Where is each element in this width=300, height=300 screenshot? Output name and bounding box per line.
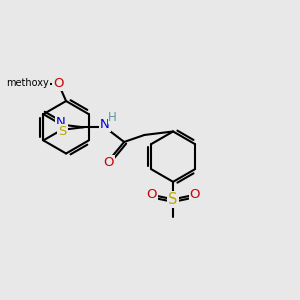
Text: S: S: [58, 125, 67, 138]
Text: methoxy: methoxy: [7, 77, 49, 88]
Text: O: O: [190, 188, 200, 201]
Text: O: O: [53, 77, 64, 90]
Text: H: H: [108, 111, 117, 124]
Text: O: O: [146, 188, 157, 201]
Text: N: N: [100, 118, 110, 131]
Text: S: S: [168, 192, 178, 207]
Text: N: N: [56, 116, 65, 129]
Text: O: O: [103, 156, 114, 169]
